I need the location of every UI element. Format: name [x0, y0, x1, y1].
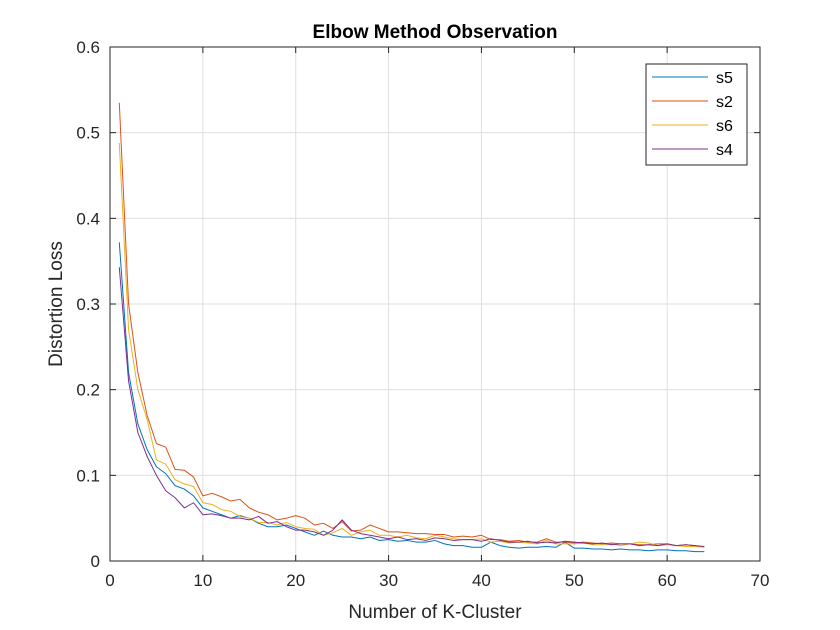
y-axis-title: Distortion Loss	[46, 241, 67, 367]
legend-label-s4: s4	[716, 142, 733, 159]
x-tick-label: 60	[658, 571, 677, 590]
y-tick-label: 0.1	[76, 466, 100, 485]
y-tick-label: 0	[91, 552, 100, 571]
chart-title: Elbow Method Observation	[313, 22, 558, 43]
legend-label-s6: s6	[716, 118, 733, 135]
x-tick-label: 30	[379, 571, 398, 590]
series-lines	[118, 102, 705, 553]
x-axis-title: Number of K-Cluster	[348, 602, 522, 623]
y-tick-label: 0.5	[76, 124, 100, 143]
x-tick-label: 10	[193, 571, 212, 590]
series-line-s4	[118, 267, 705, 547]
legend: s5 s2 s6 s4	[645, 63, 748, 166]
series-line-s5	[118, 242, 705, 553]
x-tick-label: 20	[286, 571, 305, 590]
y-tick-label: 0.3	[76, 295, 100, 314]
x-tick-label: 0	[105, 571, 114, 590]
legend-box	[645, 63, 748, 166]
y-tick-label: 0.6	[76, 38, 100, 57]
x-tick-label: 50	[565, 571, 584, 590]
legend-label-s5: s5	[716, 70, 733, 87]
x-tick-label: 40	[472, 571, 491, 590]
y-tick-label: 0.2	[76, 381, 100, 400]
axis-ticks: 0 10 20 30 40 50 60 70 0 0.1 0.2 0.3 0.4 0.5 0.6	[76, 38, 769, 590]
x-tick-label: 70	[751, 571, 770, 590]
y-tick-label: 0.4	[76, 209, 100, 228]
legend-label-s2: s2	[716, 94, 733, 111]
